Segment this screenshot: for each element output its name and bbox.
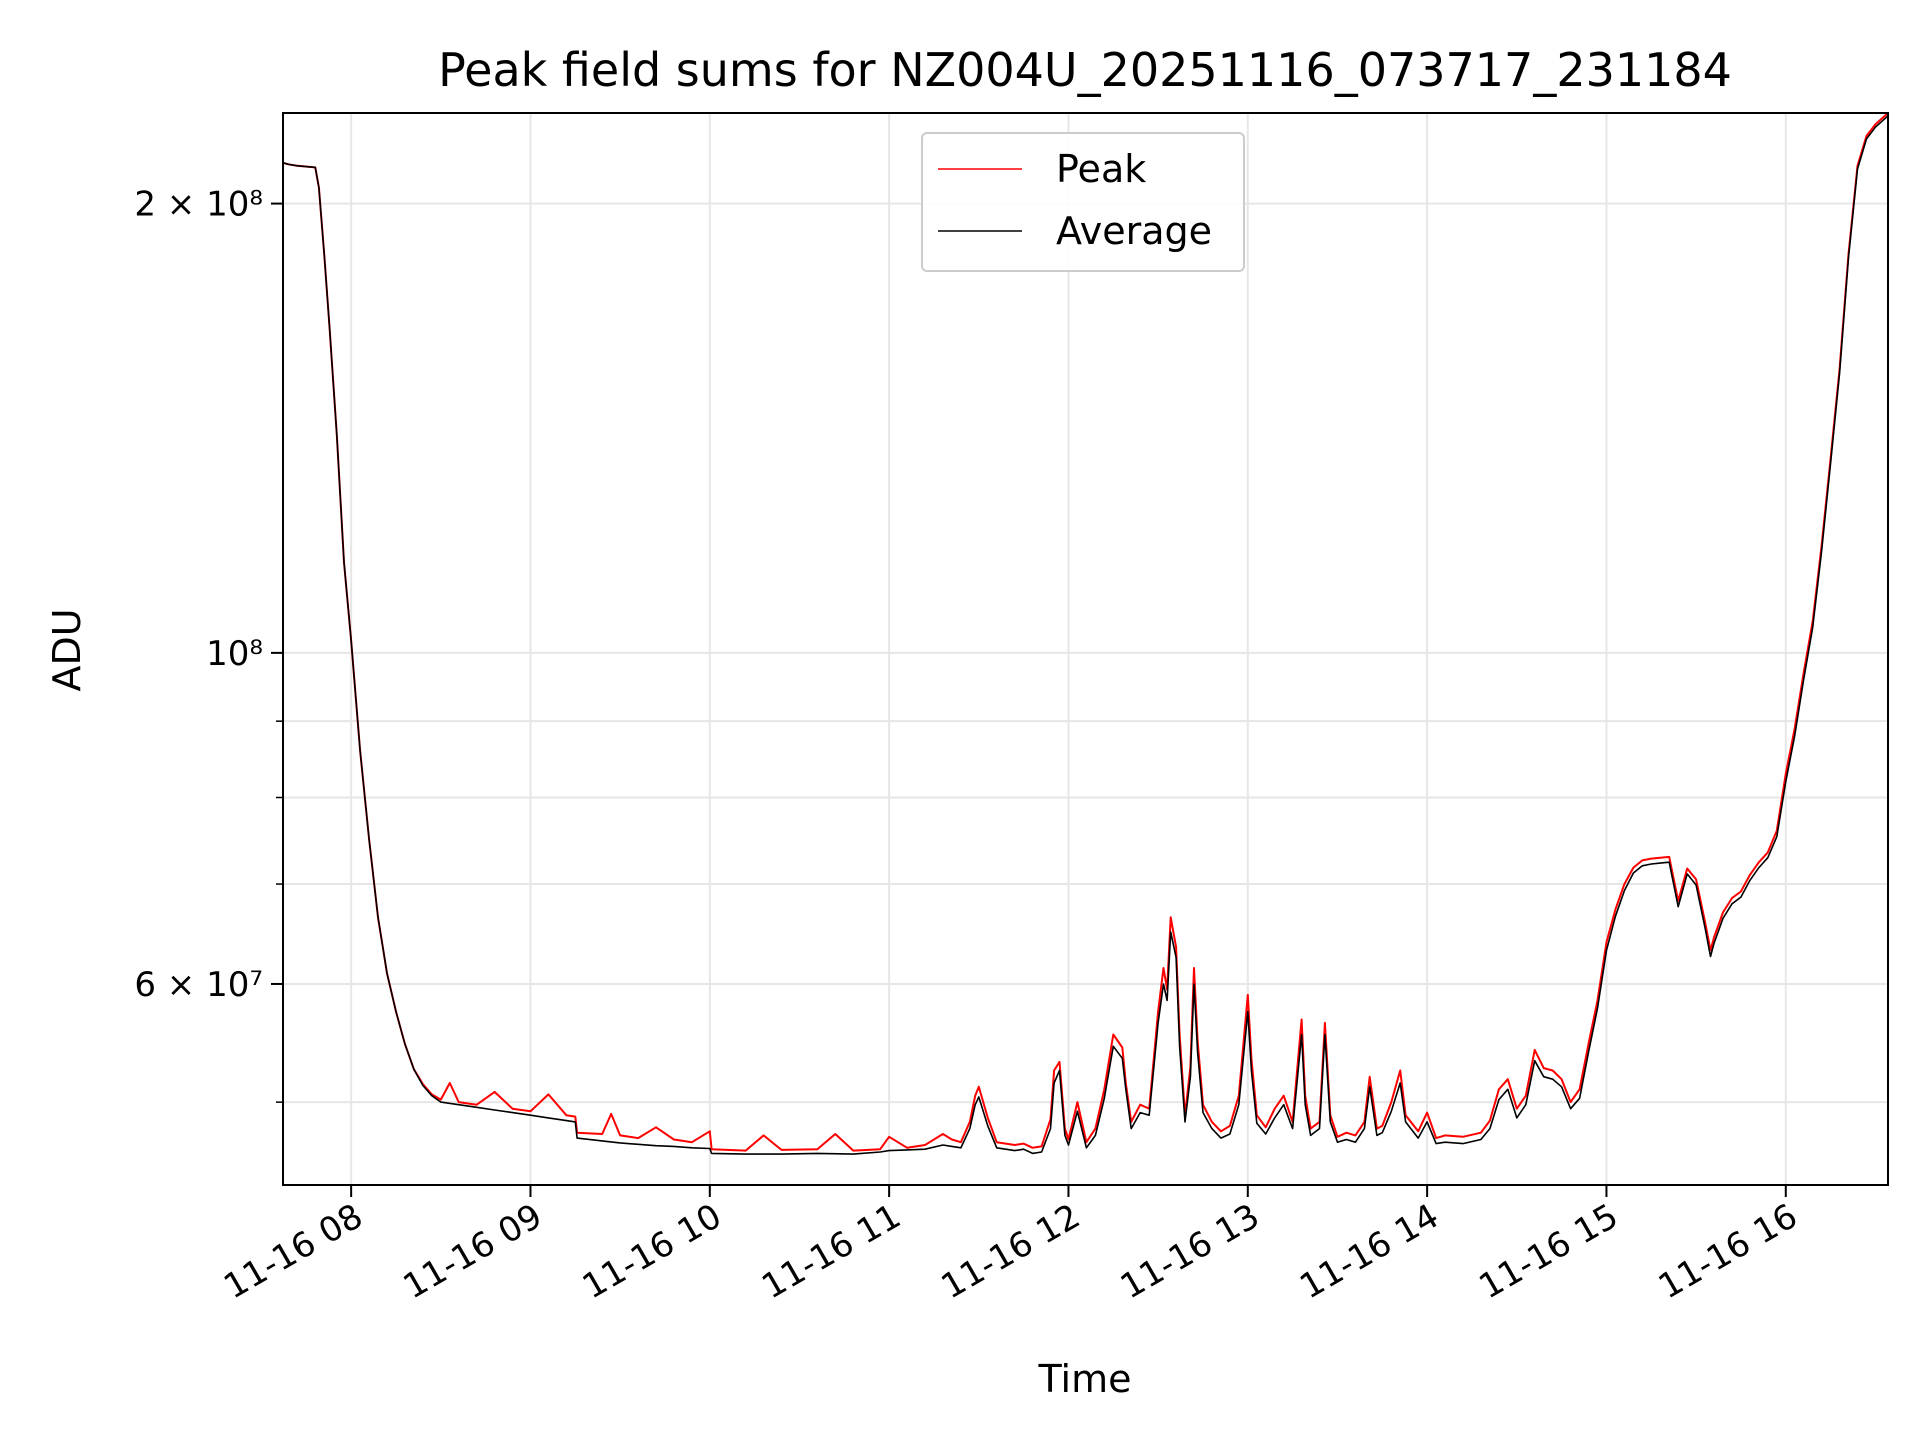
y-tick-label: 6 × 10⁷ bbox=[134, 965, 263, 1005]
legend-label-peak: Peak bbox=[1056, 147, 1146, 191]
series-area bbox=[282, 112, 1889, 1155]
series-line-average bbox=[282, 115, 1889, 1155]
y-tick-label: 10⁸ bbox=[206, 634, 263, 674]
y-tick-label: 2 × 10⁸ bbox=[134, 185, 263, 225]
x-axis-label: Time bbox=[1038, 1357, 1132, 1401]
legend-label-average: Average bbox=[1056, 209, 1212, 253]
plot-frame bbox=[282, 112, 1889, 1186]
legend-box bbox=[921, 132, 1245, 272]
y-axis-label: ADU bbox=[45, 608, 89, 691]
legend: Peak Average bbox=[921, 132, 1245, 272]
series-line-peak bbox=[282, 112, 1889, 1152]
y-axis: 2 × 10⁸ 10⁸ 6 × 10⁷ bbox=[134, 185, 283, 1103]
chart-title: Peak field sums for NZ004U_20251116_0737… bbox=[438, 43, 1732, 97]
